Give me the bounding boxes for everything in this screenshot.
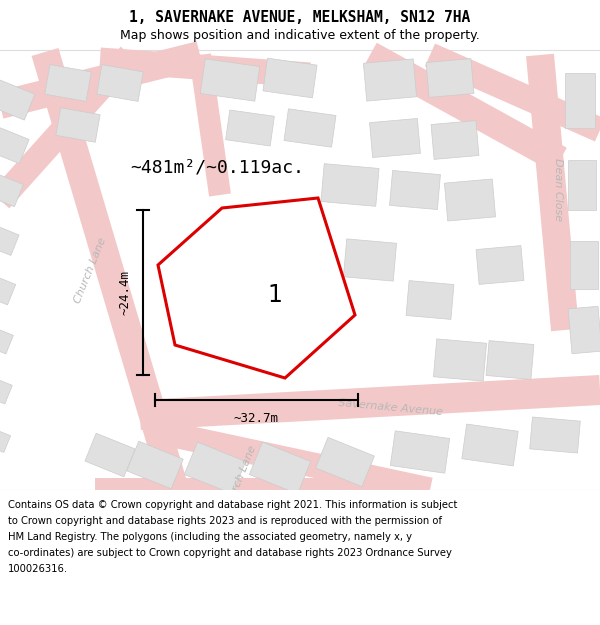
Polygon shape	[158, 198, 355, 378]
Polygon shape	[0, 126, 29, 164]
Polygon shape	[226, 110, 274, 146]
Polygon shape	[250, 442, 311, 494]
Polygon shape	[486, 341, 534, 379]
Polygon shape	[389, 171, 440, 209]
Polygon shape	[0, 275, 16, 305]
Polygon shape	[200, 59, 260, 101]
Text: HM Land Registry. The polygons (including the associated geometry, namely x, y: HM Land Registry. The polygons (includin…	[8, 532, 412, 542]
Polygon shape	[139, 375, 600, 430]
Text: Church Lane: Church Lane	[72, 236, 108, 304]
Text: ~481m²/~0.119ac.: ~481m²/~0.119ac.	[130, 159, 304, 177]
Polygon shape	[565, 72, 595, 127]
Polygon shape	[97, 64, 143, 101]
Polygon shape	[0, 428, 11, 452]
Text: 1: 1	[268, 283, 283, 307]
Text: Savernake Avenue: Savernake Avenue	[337, 399, 443, 418]
Text: Church Lane: Church Lane	[222, 444, 258, 512]
Polygon shape	[526, 54, 579, 331]
Polygon shape	[391, 431, 449, 473]
Polygon shape	[0, 376, 13, 404]
Polygon shape	[0, 80, 35, 120]
Polygon shape	[431, 121, 479, 159]
Polygon shape	[0, 41, 203, 119]
Polygon shape	[316, 438, 374, 487]
Polygon shape	[426, 59, 474, 98]
Text: co-ordinates) are subject to Crown copyright and database rights 2023 Ordnance S: co-ordinates) are subject to Crown copyr…	[8, 548, 452, 558]
Polygon shape	[184, 442, 245, 494]
Polygon shape	[189, 54, 231, 196]
Polygon shape	[406, 281, 454, 319]
Polygon shape	[570, 241, 598, 289]
Polygon shape	[56, 107, 100, 142]
Text: ~24.4m: ~24.4m	[119, 270, 131, 315]
Polygon shape	[0, 326, 13, 354]
Polygon shape	[284, 109, 336, 147]
Polygon shape	[433, 339, 487, 381]
Polygon shape	[462, 424, 518, 466]
Polygon shape	[0, 224, 19, 256]
Polygon shape	[530, 417, 580, 453]
Polygon shape	[32, 48, 188, 494]
Polygon shape	[364, 59, 416, 101]
Polygon shape	[263, 58, 317, 98]
Polygon shape	[45, 64, 91, 101]
Polygon shape	[95, 478, 380, 502]
Polygon shape	[476, 246, 524, 284]
Text: 1, SAVERNAKE AVENUE, MELKSHAM, SN12 7HA: 1, SAVERNAKE AVENUE, MELKSHAM, SN12 7HA	[130, 9, 470, 24]
Polygon shape	[0, 173, 23, 207]
Polygon shape	[321, 164, 379, 206]
Text: Dean Close: Dean Close	[553, 158, 563, 221]
Bar	[0, 490, 600, 625]
Polygon shape	[425, 44, 600, 141]
Polygon shape	[99, 48, 311, 88]
Polygon shape	[568, 160, 596, 210]
Polygon shape	[568, 306, 600, 354]
Polygon shape	[148, 418, 433, 502]
Text: Contains OS data © Crown copyright and database right 2021. This information is : Contains OS data © Crown copyright and d…	[8, 500, 457, 510]
Polygon shape	[127, 441, 183, 489]
Text: Map shows position and indicative extent of the property.: Map shows position and indicative extent…	[120, 29, 480, 42]
Polygon shape	[445, 179, 496, 221]
Text: to Crown copyright and database rights 2023 and is reproduced with the permissio: to Crown copyright and database rights 2…	[8, 516, 442, 526]
Polygon shape	[85, 433, 135, 477]
Polygon shape	[343, 239, 397, 281]
Polygon shape	[370, 119, 421, 158]
Polygon shape	[363, 42, 567, 172]
Polygon shape	[0, 47, 139, 208]
Text: ~32.7m: ~32.7m	[234, 411, 279, 424]
Text: 100026316.: 100026316.	[8, 564, 68, 574]
